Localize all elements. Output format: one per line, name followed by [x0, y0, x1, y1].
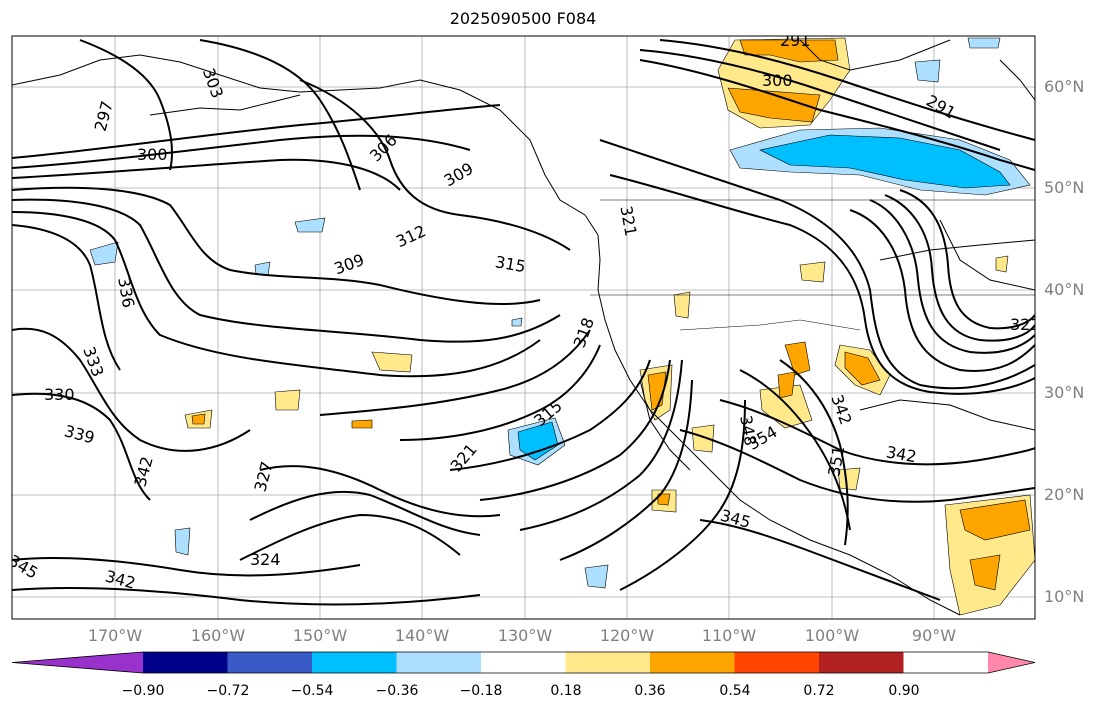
graticule: [12, 36, 1035, 619]
map-background: [12, 36, 1035, 619]
shade-patch: [647, 371, 667, 411]
colorbar-tick-label: 0.18: [550, 683, 582, 699]
shade-patch: [351, 419, 373, 429]
contour-label: 324: [250, 550, 281, 569]
map-frame: [11, 35, 1036, 620]
shade-patch: [969, 554, 1001, 591]
shade-patch: [517, 421, 559, 461]
lon-label: 130°W: [497, 626, 553, 645]
shade-patch: [799, 261, 826, 283]
lat-label: 10°N: [1044, 587, 1085, 606]
shade-patch: [914, 59, 941, 83]
contour-label: 330: [44, 385, 75, 404]
colorbar-tick-label: −0.54: [290, 683, 334, 699]
shade-patch: [759, 134, 1011, 189]
colorbar-tick-label: −0.72: [206, 683, 250, 699]
colorbar-tick-label: −0.36: [375, 683, 419, 699]
colorbar-tick-label: 0.36: [634, 683, 666, 699]
colorbar-segment: [12, 652, 143, 673]
shade-patch: [777, 371, 796, 399]
shade-patch: [784, 341, 811, 376]
shade-patch: [657, 493, 671, 506]
colorbar-segment: [988, 652, 1035, 673]
negative-shading: [89, 37, 1031, 589]
colorbar: [11, 651, 1036, 674]
lon-label: 110°W: [701, 626, 757, 645]
contour-label: 300: [137, 145, 168, 164]
shade-patch: [584, 564, 609, 589]
shade-patch: [174, 527, 191, 556]
lat-label: 60°N: [1044, 77, 1085, 96]
positive-shading: [184, 37, 1035, 616]
contour-label: 321: [1010, 315, 1041, 334]
shade-patch: [967, 37, 1001, 49]
colorbar-tick-label: −0.18: [459, 683, 503, 699]
shade-patch: [837, 467, 861, 491]
shade-patch: [739, 39, 839, 63]
lat-label: 20°N: [1044, 485, 1085, 504]
lat-label: 40°N: [1044, 280, 1085, 299]
colorbar-segment: [143, 652, 228, 673]
colorbar-tick-label: −0.90: [121, 683, 165, 699]
lon-label: 140°W: [394, 626, 450, 645]
colorbar-tick-label: 0.90: [888, 683, 920, 699]
colorbar-segment: [312, 652, 397, 673]
lon-label: 100°W: [804, 626, 860, 645]
shade-patch: [294, 217, 326, 233]
shade-patch: [673, 291, 691, 319]
lon-label: 160°W: [190, 626, 246, 645]
shade-patch: [89, 241, 119, 266]
colorbar-segment: [481, 652, 566, 673]
lon-label: 120°W: [599, 626, 655, 645]
lon-label: 150°W: [292, 626, 348, 645]
colorbar-segment: [396, 652, 481, 673]
shade-patch: [191, 413, 206, 425]
shade-patch: [844, 351, 881, 386]
lat-label: 30°N: [1044, 383, 1085, 402]
shade-patch: [995, 255, 1009, 273]
shade-patch: [959, 499, 1031, 541]
lon-label: 90°W: [911, 626, 957, 645]
contour-label: 300: [762, 71, 793, 90]
shade-patch: [727, 87, 821, 123]
shade-patch: [274, 389, 301, 411]
shade-patch: [691, 424, 715, 453]
colorbar-segment: [734, 652, 819, 673]
colorbar-segment: [565, 652, 650, 673]
colorbar-tick-label: 0.54: [719, 683, 751, 699]
colorbar-tick-label: 0.72: [803, 683, 835, 699]
colorbar-segment: [819, 652, 904, 673]
shade-patch: [511, 317, 523, 327]
map-title: 2025090500 F084: [449, 9, 597, 28]
lon-label: 170°W: [87, 626, 143, 645]
colorbar-segment: [227, 652, 312, 673]
colorbar-outline: [11, 651, 1036, 674]
lat-label: 50°N: [1044, 178, 1085, 197]
shade-patch: [371, 351, 413, 373]
colorbar-segment: [650, 652, 735, 673]
contour-label: 291: [780, 31, 811, 50]
coastlines: [12, 39, 1035, 616]
contours: [12, 39, 1035, 606]
